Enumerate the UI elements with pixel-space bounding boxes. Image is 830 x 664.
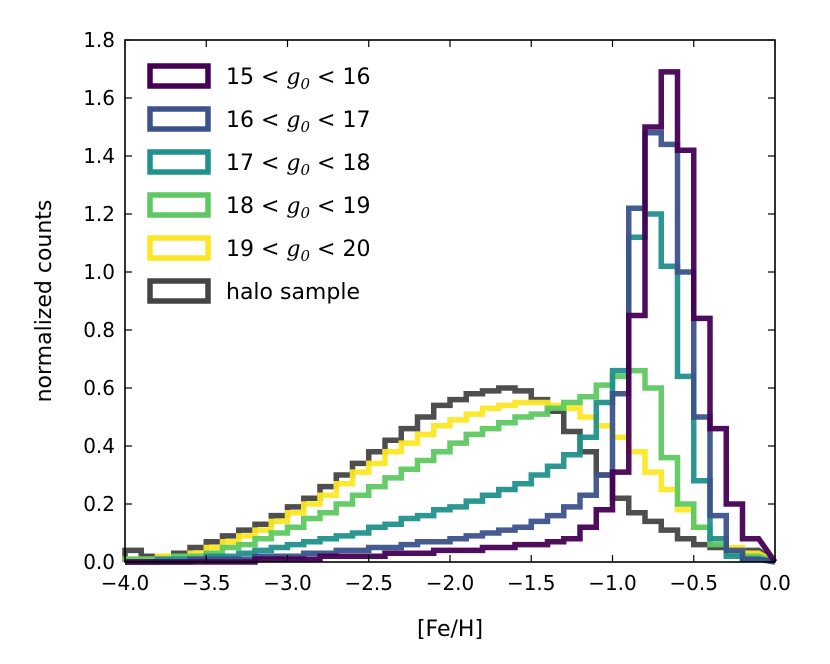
legend-label-pre: 17 < [226, 151, 286, 176]
legend-label-sub: 0 [301, 118, 311, 136]
legend-label: 16 < g0 < 17 [226, 108, 370, 136]
x-tick-label: −3.0 [263, 571, 312, 595]
y-tick-label: 1.8 [83, 28, 115, 52]
legend-label-post: < 16 [310, 65, 370, 90]
y-axis-label: normalized counts [32, 200, 57, 403]
legend-label-post: < 18 [310, 151, 370, 176]
legend-label-sub: 0 [301, 204, 311, 222]
x-axis-label: [Fe/H] [417, 617, 483, 642]
y-tick-label: 1.6 [83, 86, 115, 110]
x-tick-label: −1.5 [507, 571, 556, 595]
legend-label-sub: 0 [301, 247, 311, 265]
legend-label-pre: 19 < [226, 237, 286, 262]
legend-label-sub: 0 [301, 161, 311, 179]
x-tick-label: −4.0 [101, 571, 150, 595]
legend-label-post: < 19 [310, 194, 370, 219]
y-tick-label: 1.2 [83, 202, 115, 226]
y-tick-label: 1.4 [83, 144, 115, 168]
legend-label-math: g [286, 237, 300, 262]
x-tick-label: −2.0 [426, 571, 475, 595]
legend-label: 19 < g0 < 20 [226, 237, 370, 265]
legend-label-math: g [286, 194, 300, 219]
y-tick-label: 0.0 [83, 550, 115, 574]
legend-label: 18 < g0 < 19 [226, 194, 370, 222]
histogram-chart: −4.0 −3.5 −3.0 −2.5 −2.0 −1.5 −1.0 −0.5 0.0 0.0 0.… [0, 0, 830, 664]
y-tick-label: 0.6 [83, 376, 115, 400]
legend-label: halo sample [226, 280, 360, 305]
legend-label-math: g [286, 108, 300, 133]
y-tick-label: 0.8 [83, 318, 115, 342]
x-tick-label: 0.0 [759, 571, 791, 595]
x-tick-label: −2.5 [344, 571, 393, 595]
y-tick-label: 0.2 [83, 492, 115, 516]
legend-label-pre: 18 < [226, 194, 286, 219]
y-tick-label: 0.4 [83, 434, 115, 458]
legend-label-math: g [286, 151, 300, 176]
x-tick-label: −3.5 [182, 571, 231, 595]
x-tick-label: −1.0 [588, 571, 637, 595]
legend-label-pre: 16 < [226, 108, 286, 133]
legend-label-math: g [286, 65, 300, 90]
x-tick-label: −0.5 [669, 571, 718, 595]
legend-label-pre: 15 < [226, 65, 286, 90]
y-tick-label: 1.0 [83, 260, 115, 284]
legend-label: 15 < g0 < 16 [226, 65, 370, 93]
legend-label: 17 < g0 < 18 [226, 151, 370, 179]
legend-label-post: < 20 [310, 237, 370, 262]
legend-label-post: < 17 [310, 108, 370, 133]
legend-label-sub: 0 [301, 75, 311, 93]
